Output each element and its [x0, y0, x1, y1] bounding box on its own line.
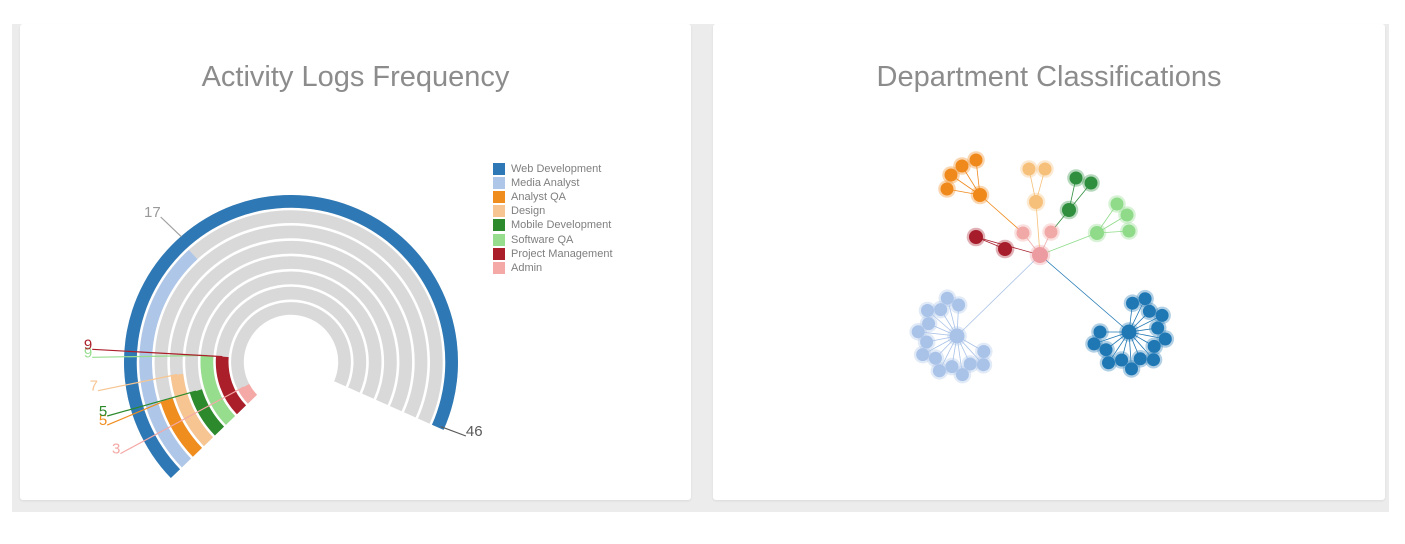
svg-text:9: 9 — [84, 336, 92, 353]
svg-text:5: 5 — [99, 403, 107, 420]
svg-text:3: 3 — [112, 441, 120, 458]
svg-text:46: 46 — [466, 423, 483, 440]
svg-text:17: 17 — [144, 204, 161, 221]
svg-text:7: 7 — [90, 378, 98, 395]
